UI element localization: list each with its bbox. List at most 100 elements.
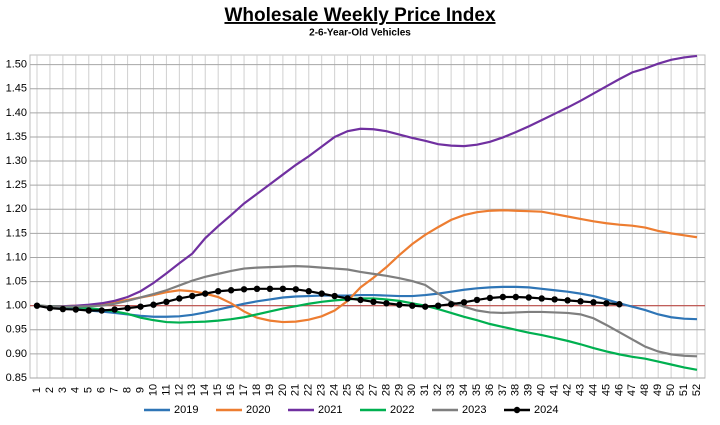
- series-marker: [577, 298, 584, 305]
- series-marker: [292, 286, 300, 293]
- series-marker: [590, 299, 597, 306]
- y-tick-label: 0.85: [6, 372, 27, 384]
- y-tick-label: 1.50: [6, 59, 27, 71]
- series-marker: [124, 304, 131, 312]
- series-marker: [163, 298, 170, 306]
- x-tick-label: 1: [31, 387, 43, 393]
- legend-label: 2023: [462, 404, 486, 416]
- series-marker: [279, 285, 287, 293]
- y-tick-label: 1.30: [6, 155, 27, 167]
- x-tick-label: 24: [329, 384, 341, 396]
- series-line: [36, 287, 620, 312]
- legend-label: 2022: [390, 404, 414, 416]
- series-line: [36, 285, 698, 321]
- legend-label: 2019: [174, 404, 198, 416]
- x-tick-label: 6: [96, 387, 108, 393]
- x-tick-label: 49: [652, 384, 664, 396]
- x-tick-label: 36: [484, 384, 496, 396]
- series-marker: [150, 301, 157, 308]
- x-tick-label: 51: [678, 384, 690, 396]
- x-tick-label: 11: [160, 384, 172, 395]
- x-tick-label: 44: [587, 384, 599, 396]
- series-marker: [525, 294, 532, 301]
- series-marker: [137, 303, 144, 310]
- x-tick-label: 3: [57, 387, 69, 393]
- x-tick-label: 4: [70, 387, 82, 393]
- series-marker: [189, 292, 196, 300]
- x-tick-label: 17: [238, 384, 250, 396]
- series-marker: [499, 293, 507, 301]
- x-tick-label: 10: [147, 384, 159, 396]
- plot-area: [29, 54, 706, 379]
- series-marker: [370, 298, 377, 306]
- y-tick-label: 1.00: [6, 300, 27, 312]
- x-tick-label: 50: [665, 384, 677, 396]
- x-tick-label: 7: [109, 387, 121, 393]
- y-tick-label: 1.45: [6, 83, 27, 95]
- x-tick-label: 32: [432, 384, 444, 396]
- x-tick-label: 15: [212, 384, 224, 396]
- x-tick-label: 12: [173, 384, 185, 396]
- series-marker: [253, 285, 261, 293]
- series-marker: [98, 307, 105, 314]
- x-tick-label: 43: [574, 384, 586, 396]
- y-tick-label: 1.20: [6, 203, 27, 215]
- series-marker: [551, 296, 558, 303]
- series-marker: [603, 300, 610, 307]
- x-tick-label: 27: [367, 384, 379, 396]
- series-marker: [409, 302, 416, 309]
- x-tick-label: 38: [510, 384, 522, 396]
- series-marker: [72, 306, 80, 313]
- series-marker: [357, 296, 364, 304]
- series-marker: [85, 307, 92, 314]
- series-line: [36, 54, 698, 308]
- x-tick-label: 28: [380, 384, 392, 396]
- series-line: [36, 265, 698, 358]
- series-marker: [59, 305, 67, 313]
- x-tick-label: 31: [419, 384, 431, 396]
- x-tick-label: 25: [341, 384, 353, 396]
- x-tick-label: 48: [639, 384, 651, 396]
- series-marker: [202, 290, 209, 297]
- x-tick-label: 20: [277, 384, 289, 396]
- series-marker: [318, 290, 325, 297]
- x-tick-label: 23: [316, 384, 328, 396]
- x-tick-label: 37: [497, 384, 509, 396]
- x-tick-label: 39: [523, 384, 535, 396]
- series-marker: [240, 286, 248, 293]
- series-marker: [111, 306, 118, 313]
- x-tick-label: 46: [613, 384, 625, 396]
- series-marker: [473, 296, 481, 304]
- legend-label: 2024: [534, 404, 558, 416]
- x-tick-label: 40: [536, 384, 548, 396]
- series-marker: [331, 292, 338, 300]
- series-marker: [344, 295, 351, 302]
- x-tick-label: 35: [471, 384, 483, 396]
- series-marker: [176, 295, 183, 302]
- x-tick-label: 18: [251, 384, 263, 396]
- y-tick-label: 1.25: [6, 179, 27, 191]
- series-line: [36, 297, 698, 371]
- series-marker: [46, 304, 54, 312]
- series-marker: [434, 302, 442, 309]
- x-tick-label: 13: [186, 384, 198, 396]
- x-tick-label: 21: [290, 384, 302, 396]
- series-marker: [538, 295, 545, 302]
- x-tick-label: 34: [458, 384, 470, 396]
- x-tick-label: 9: [134, 387, 146, 393]
- y-tick-label: 1.05: [6, 275, 27, 287]
- y-tick-label: 1.10: [6, 251, 27, 263]
- x-tick-label: 14: [199, 384, 211, 396]
- chart-title: Wholesale Weekly Price Index: [224, 5, 495, 26]
- x-tick-label: 30: [406, 384, 418, 396]
- series-marker: [422, 303, 429, 310]
- x-tick-label: 45: [600, 384, 612, 396]
- series-marker: [564, 297, 571, 304]
- series-marker: [396, 301, 403, 308]
- legend-label: 2021: [318, 404, 342, 416]
- y-tick-label: 0.95: [6, 324, 27, 336]
- x-tick-label: 26: [354, 384, 366, 396]
- x-tick-label: 8: [121, 387, 133, 393]
- x-tick-label: 41: [549, 384, 561, 396]
- series-marker: [214, 288, 222, 295]
